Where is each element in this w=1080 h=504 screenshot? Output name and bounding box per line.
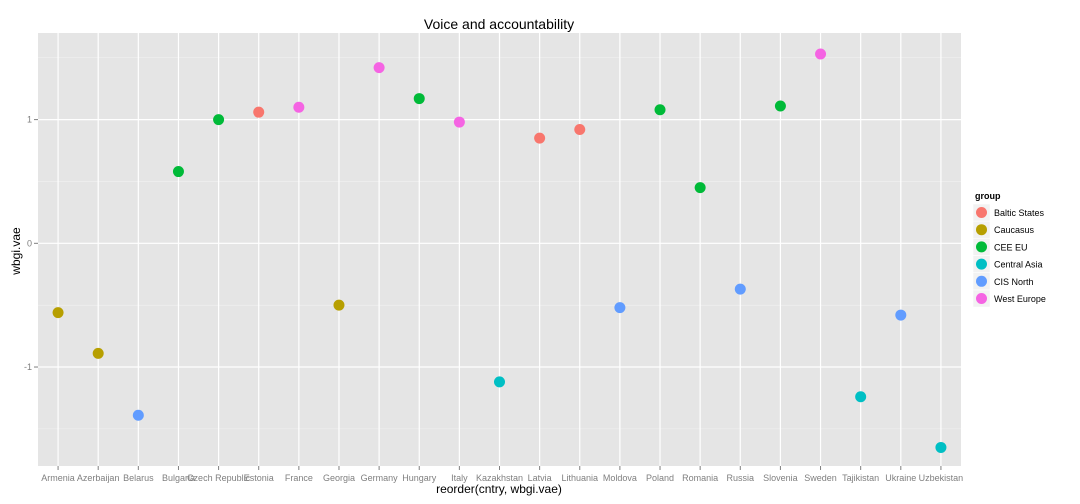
chart-title: Voice and accountability (424, 16, 574, 32)
data-points (52, 48, 947, 453)
x-tick-label: Italy (451, 473, 468, 483)
x-tick-label: Latvia (528, 473, 552, 483)
legend: group Baltic States Caucasus CEE EU Central… (972, 191, 1046, 308)
x-tick-label: Romania (682, 473, 718, 483)
data-point (534, 132, 546, 144)
data-point (213, 114, 225, 126)
x-tick-label: Ukraine (885, 473, 916, 483)
y-axis-title: wbgi.vae (9, 227, 23, 276)
y-tick-label: 1 (27, 115, 32, 125)
data-point (614, 302, 626, 314)
x-tick-label: Lithuania (561, 473, 598, 483)
data-point (293, 101, 305, 113)
x-tick-label: Armenia (41, 473, 75, 483)
data-point (172, 166, 184, 178)
x-tick-label: Azerbaijan (77, 473, 120, 483)
y-tick-label: 0 (27, 238, 32, 248)
x-tick-label: Uzbekistan (919, 473, 964, 483)
legend-key-point (976, 207, 987, 218)
x-tick-label: Estonia (244, 473, 274, 483)
x-tick-label: Poland (646, 473, 674, 483)
x-tick-label: Czech Republic (187, 473, 251, 483)
data-point (494, 376, 505, 388)
legend-entries: Baltic States Caucasus CEE EU Central Asia C… (972, 203, 1046, 308)
data-point (453, 116, 465, 128)
x-tick-label: Germany (361, 473, 399, 483)
data-point (132, 409, 144, 421)
legend-key-point (976, 293, 987, 304)
legend-key-point (976, 258, 987, 270)
legend-key-point (976, 275, 987, 287)
legend-label: Caucasus (994, 225, 1035, 235)
x-tick-label: Belarus (123, 473, 154, 483)
legend-label: Central Asia (994, 260, 1043, 270)
data-point (52, 307, 64, 319)
x-tick-label: Slovenia (763, 473, 798, 483)
x-tick-label: Sweden (804, 473, 837, 483)
x-tick-label: Moldova (603, 473, 637, 483)
legend-label: West Europe (994, 294, 1046, 304)
data-point (855, 391, 867, 403)
x-axis-title: reorder(cntry, wbgi.vae) (436, 482, 562, 496)
data-point (253, 106, 265, 118)
y-axis: -1 0 1 (24, 115, 38, 372)
legend-label: CEE EU (994, 242, 1028, 252)
legend-key-point (976, 224, 987, 236)
data-point (815, 48, 827, 60)
data-point (935, 441, 947, 453)
legend-label: Baltic States (994, 208, 1045, 218)
y-tick-label: -1 (24, 362, 32, 372)
x-tick-label: Kazakhstan (476, 473, 523, 483)
data-point (774, 100, 786, 112)
data-point (574, 123, 586, 135)
data-point (333, 299, 345, 311)
data-point (92, 347, 104, 359)
x-tick-label: France (285, 473, 313, 483)
data-point (654, 104, 666, 116)
legend-title: group (975, 191, 1001, 201)
data-point (413, 93, 425, 105)
data-point (694, 182, 706, 194)
x-tick-label: Russia (727, 473, 755, 483)
x-tick-label: Tajikistan (842, 473, 879, 483)
data-point (895, 309, 907, 321)
data-point (734, 283, 746, 295)
grid-lines (38, 33, 961, 466)
legend-key-point (976, 241, 987, 253)
data-point (373, 62, 385, 74)
x-tick-label: Georgia (323, 473, 355, 483)
legend-label: CIS North (994, 277, 1034, 287)
x-tick-label: Bulgaria (162, 473, 195, 483)
x-tick-label: Hungary (402, 473, 437, 483)
